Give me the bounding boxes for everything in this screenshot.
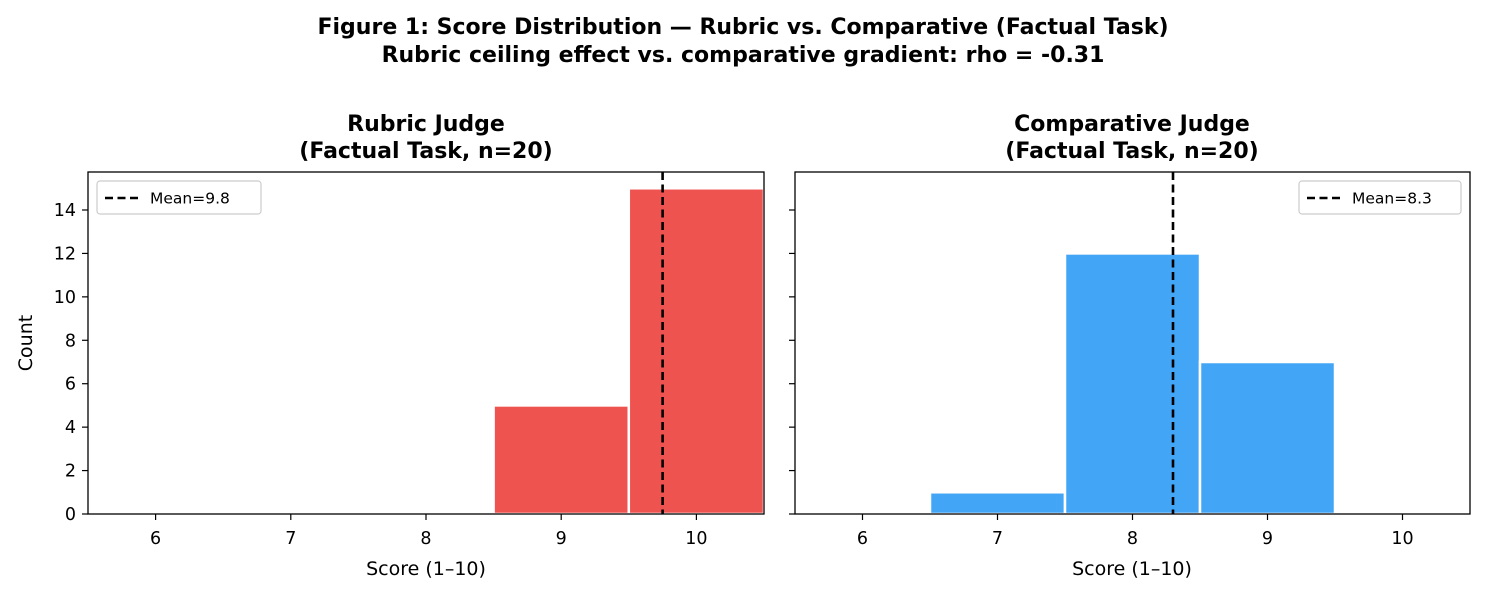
left-y-tick-label-2: 2 xyxy=(65,462,76,482)
right-bar-score-7 xyxy=(928,491,1067,516)
left-y-tick-label-10: 10 xyxy=(54,288,76,308)
left-plot-area: 6 7 8 9 10 0 2 4 6 8 10 12 14 Mean=9.8 xyxy=(54,171,766,549)
left-panel-title-line2: (Factual Task, n=20) xyxy=(299,139,552,164)
right-x-tick-label-9: 9 xyxy=(1262,529,1273,549)
right-panel-title-line2: (Factual Task, n=20) xyxy=(1005,139,1258,164)
right-panel-title-line1: Comparative Judge xyxy=(1014,112,1250,137)
left-y-axis-label: Count xyxy=(15,315,37,371)
right-x-tick-label-7: 7 xyxy=(992,529,1003,549)
left-legend-label: Mean=9.8 xyxy=(150,190,230,208)
right-bar-score-8 xyxy=(1063,252,1202,516)
left-x-tick-label-7: 7 xyxy=(285,529,296,549)
right-x-tick-label-8: 8 xyxy=(1127,529,1138,549)
right-panel: Comparative Judge (Factual Task, n=20) 6… xyxy=(789,112,1471,580)
left-bar-score-9 xyxy=(492,404,631,516)
left-x-tick-label-10: 10 xyxy=(685,529,707,549)
left-panel-title-line1: Rubric Judge xyxy=(347,112,505,137)
left-y-tick-label-12: 12 xyxy=(54,244,76,264)
left-x-tick-label-6: 6 xyxy=(150,529,161,549)
left-y-tick-label-6: 6 xyxy=(65,375,76,395)
left-legend: Mean=9.8 xyxy=(96,180,262,215)
left-x-axis-label: Score (1–10) xyxy=(366,558,486,580)
left-y-tick-label-0: 0 xyxy=(65,505,76,525)
right-x-axis-label: Score (1–10) xyxy=(1072,558,1192,580)
right-legend-label: Mean=8.3 xyxy=(1352,190,1432,208)
left-bar-score-10 xyxy=(627,187,766,516)
right-x-tick-label-10: 10 xyxy=(1391,529,1413,549)
right-legend: Mean=8.3 xyxy=(1298,180,1462,215)
left-x-tick-label-9: 9 xyxy=(556,529,567,549)
left-legend-box xyxy=(96,180,262,215)
right-legend-box xyxy=(1298,180,1462,215)
left-y-tick-label-14: 14 xyxy=(54,201,76,221)
right-plot-area: 6 7 8 9 10 Mean=8.3 xyxy=(789,171,1471,549)
figure-title-line1: Figure 1: Score Distribution — Rubric vs… xyxy=(317,15,1168,40)
figure-title-line2: Rubric ceiling effect vs. comparative gr… xyxy=(382,43,1105,68)
right-bar-score-9 xyxy=(1198,360,1337,516)
left-y-tick-label-4: 4 xyxy=(65,418,76,438)
left-y-tick-label-8: 8 xyxy=(65,331,76,351)
left-x-tick-label-8: 8 xyxy=(420,529,431,549)
right-x-tick-label-6: 6 xyxy=(857,529,868,549)
left-panel: Rubric Judge (Factual Task, n=20) 6 7 8 9 10… xyxy=(15,112,766,580)
